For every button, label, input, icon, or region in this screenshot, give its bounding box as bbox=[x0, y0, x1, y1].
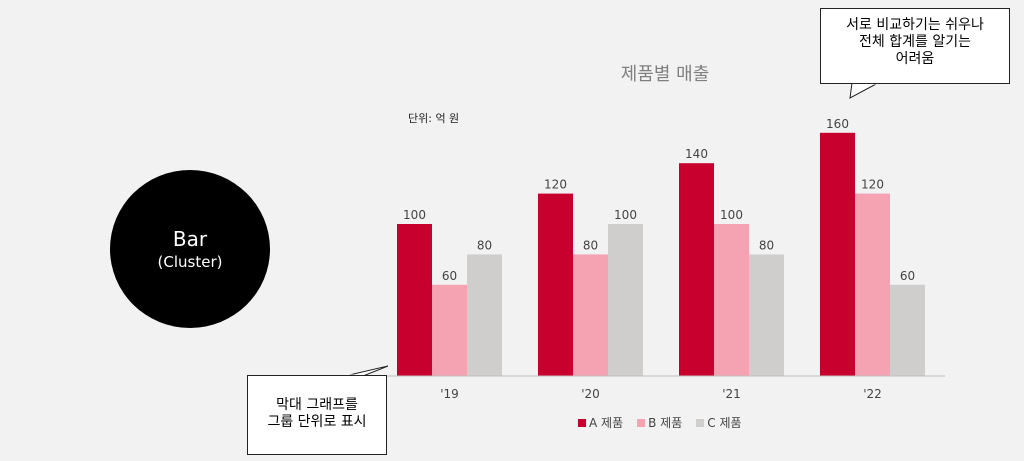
chart-title: 제품별 매출 bbox=[620, 64, 710, 85]
legend-label-c: C 제품 bbox=[707, 416, 742, 430]
legend-swatch-a bbox=[578, 418, 586, 427]
badge-subtitle: (Cluster) bbox=[157, 253, 223, 271]
x-tick-label-1: '20 bbox=[581, 387, 600, 401]
x-tick-label-3: '22 bbox=[863, 387, 882, 401]
data-label-1-1: 80 bbox=[583, 238, 598, 252]
legend-item-a: A 제품 bbox=[578, 414, 623, 431]
x-tick-label-0: '19 bbox=[440, 387, 459, 401]
bar-1-0 bbox=[538, 193, 573, 376]
chart-type-badge: Bar (Cluster) bbox=[110, 170, 270, 328]
bar-3-0 bbox=[820, 132, 855, 376]
data-label-0-0: 100 bbox=[403, 208, 426, 222]
bar-2-2 bbox=[749, 254, 784, 376]
callout-top-note: 서로 비교하기는 쉬우나 전체 합계를 알기는 어려움 bbox=[820, 8, 1010, 84]
data-label-2-1: 100 bbox=[720, 208, 743, 222]
data-label-3-2: 60 bbox=[900, 269, 915, 283]
data-label-2-2: 80 bbox=[759, 238, 774, 252]
bar-1-2 bbox=[608, 224, 643, 376]
bar-1-1 bbox=[573, 254, 608, 376]
bar-2-1 bbox=[714, 224, 749, 376]
bar-0-2 bbox=[467, 254, 502, 376]
badge-title: Bar bbox=[172, 227, 208, 251]
legend-swatch-c bbox=[696, 418, 705, 427]
bar-3-2 bbox=[890, 284, 925, 376]
x-tick-label-2: '21 bbox=[722, 387, 741, 401]
data-label-3-0: 160 bbox=[826, 117, 849, 131]
callout-bottom-note: 막대 그래프를 그룹 단위로 표시 bbox=[247, 375, 387, 455]
legend-item-b: B 제품 bbox=[637, 414, 682, 431]
callout-top-tail bbox=[849, 82, 879, 99]
data-label-1-2: 100 bbox=[614, 208, 637, 222]
data-label-0-2: 80 bbox=[477, 238, 492, 252]
bar-3-1 bbox=[855, 193, 890, 376]
data-label-1-0: 120 bbox=[544, 178, 567, 192]
data-label-0-1: 60 bbox=[442, 269, 457, 283]
bar-0-0 bbox=[397, 224, 432, 376]
legend-item-c: C 제품 bbox=[696, 414, 742, 431]
data-label-2-0: 140 bbox=[685, 147, 708, 161]
legend-label-b: B 제품 bbox=[648, 416, 683, 430]
legend-swatch-b bbox=[637, 418, 646, 427]
legend-label-a: A 제품 bbox=[589, 416, 624, 430]
bar-2-0 bbox=[679, 163, 714, 376]
bar-0-1 bbox=[432, 284, 467, 376]
unit-label: 단위: 억 원 bbox=[408, 112, 460, 125]
chart-legend: A 제품 B 제품 C 제품 bbox=[578, 414, 742, 431]
data-label-3-1: 120 bbox=[861, 178, 884, 192]
